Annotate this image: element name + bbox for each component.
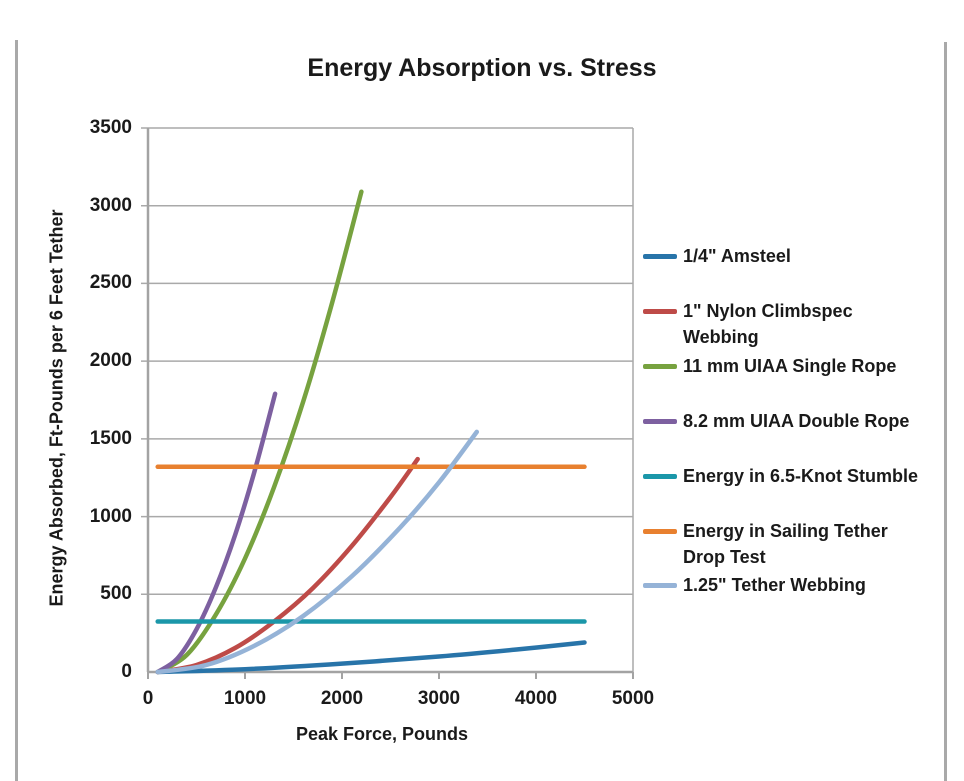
y-tick-label-3000: 3000: [89, 194, 132, 216]
series-line-3: [155, 391, 278, 675]
page-right-border: [944, 42, 947, 781]
y-tick-label-0: 0: [121, 661, 132, 682]
x-axis-title: Peak Force, Pounds: [295, 724, 469, 744]
x-tick-label-3000: 3000: [417, 688, 461, 709]
y-tick-label-2500: 2500: [89, 272, 132, 294]
x-tick-label-0: 0: [142, 688, 154, 709]
series-line-1: [155, 456, 420, 675]
y-tick-label-1000: 1000: [89, 505, 132, 527]
series-line-2: [155, 189, 364, 675]
x-tick-label-2000: 2000: [320, 688, 364, 709]
x-tick-label-4000: 4000: [514, 688, 558, 709]
x-tick-label-1000: 1000: [223, 688, 267, 709]
y-axis-title: Energy Absorbed, Ft-Pounds per 6 Feet Te…: [46, 209, 67, 607]
page-left-border: [15, 40, 18, 781]
series-line-6: [155, 429, 480, 675]
y-tick-label-2000: 2000: [89, 350, 132, 372]
chart-title: Energy Absorption vs. Stress: [307, 54, 657, 82]
y-tick-label-500: 500: [100, 583, 132, 605]
x-tick-label-5000: 5000: [611, 688, 655, 709]
series-line-0: [155, 640, 587, 675]
y-tick-label-3500: 3500: [89, 117, 132, 138]
y-tick-label-1500: 1500: [89, 427, 132, 449]
